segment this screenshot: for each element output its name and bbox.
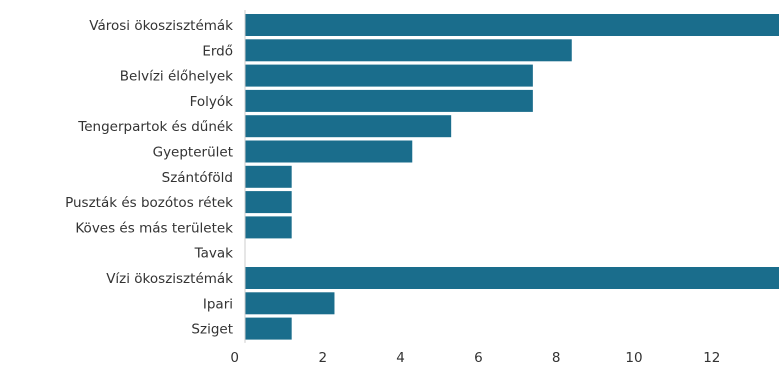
category-label: Szántóföld <box>162 170 233 186</box>
category-label: Ipari <box>203 296 233 312</box>
category-label: Puszták és bozótos rétek <box>65 195 233 211</box>
x-tick-label: 4 <box>396 350 405 366</box>
bar <box>245 140 413 163</box>
bar <box>245 165 292 188</box>
category-label: Erdő <box>202 43 233 59</box>
x-tick-label: 12 <box>703 350 720 366</box>
bar <box>245 191 292 214</box>
category-label: Folyók <box>190 94 234 110</box>
x-axis-ticks: 02468101214 <box>230 350 720 366</box>
x-tick-label: 10 <box>625 350 642 366</box>
category-label: Gyepterület <box>153 145 233 161</box>
bar <box>245 267 779 289</box>
bar <box>245 14 779 36</box>
x-tick-label: 0 <box>230 350 239 366</box>
bars-layer <box>245 14 779 340</box>
bar <box>245 317 292 340</box>
bar <box>245 39 572 62</box>
x-tick-label: 2 <box>319 350 328 366</box>
category-label: Köves és más területek <box>75 220 233 236</box>
x-tick-label: 6 <box>474 350 483 366</box>
bar <box>245 89 533 112</box>
bar <box>245 292 335 315</box>
category-label: Belvízi élőhelyek <box>120 69 233 85</box>
bar <box>245 216 292 239</box>
x-tick-label: 8 <box>552 350 561 366</box>
bar <box>245 64 533 87</box>
category-label: Vízi ökoszisztémák <box>106 271 233 287</box>
category-label: Tengerpartok és dűnék <box>77 119 233 135</box>
category-labels: Városi ökoszisztémák Erdő Belvízi élőhelye… <box>65 18 233 338</box>
category-label: Városi ökoszisztémák <box>89 18 233 34</box>
category-label: Sziget <box>191 322 233 338</box>
bar <box>245 115 452 138</box>
category-label: Tavak <box>194 246 234 262</box>
